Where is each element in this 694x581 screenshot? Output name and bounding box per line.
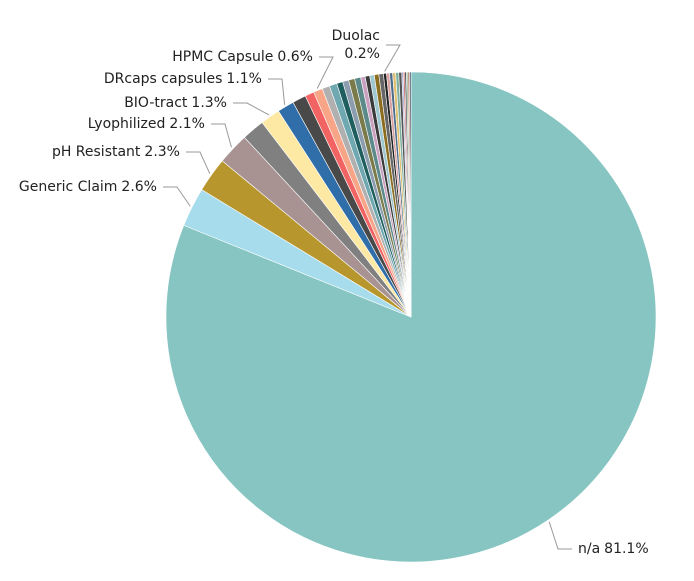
leader-line xyxy=(233,102,270,116)
slice-category: HPMC Capsule xyxy=(172,49,273,65)
leader-line xyxy=(548,521,572,550)
leader-line xyxy=(186,151,211,174)
slice-category: BIO-tract xyxy=(124,95,188,111)
slice-label: Lyophilized 2.1% xyxy=(88,116,205,132)
slice-category: Generic Claim xyxy=(19,179,118,195)
leader-line xyxy=(384,44,401,72)
slice-label: HPMC Capsule 0.6% xyxy=(172,49,313,65)
leader-line xyxy=(163,186,191,207)
leader-line xyxy=(316,56,334,89)
slice-category: n/a xyxy=(578,541,600,557)
leader-line xyxy=(268,78,286,105)
slice-value: 81.1% xyxy=(604,541,648,557)
slice-category: Lyophilized xyxy=(88,116,166,132)
slice-label: Duolac 0.2% xyxy=(332,28,380,62)
slice-value: 2.6% xyxy=(121,179,157,195)
slice-category: DRcaps capsules xyxy=(104,71,223,87)
slice-category: pH Resistant xyxy=(52,144,141,160)
slice-value: 1.3% xyxy=(191,95,227,111)
slice-label: DRcaps capsules 1.1% xyxy=(104,71,262,87)
slice-category: Duolac xyxy=(332,28,380,44)
slice-value: 1.1% xyxy=(226,71,262,87)
slice-label: pH Resistant 2.3% xyxy=(52,144,180,160)
leader-line xyxy=(211,123,232,148)
slice-value: 2.1% xyxy=(169,116,205,132)
slice-value: 2.3% xyxy=(144,144,180,160)
slice-label: BIO-tract 1.3% xyxy=(124,95,227,111)
slice-value: 0.6% xyxy=(277,49,313,65)
slice-value: 0.2% xyxy=(344,46,380,62)
pie-slice xyxy=(409,71,412,318)
slice-label: Generic Claim 2.6% xyxy=(19,179,157,195)
slice-label: n/a 81.1% xyxy=(578,541,649,557)
